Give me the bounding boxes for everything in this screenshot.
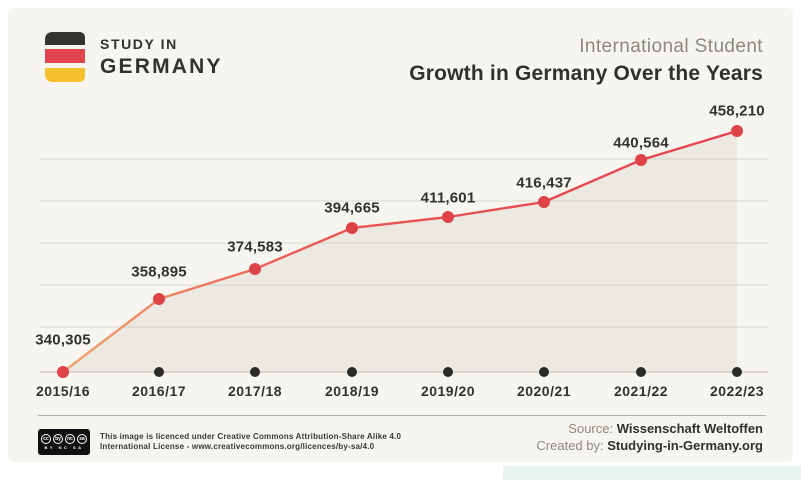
x-axis-label: 2019/20 bbox=[420, 383, 476, 399]
data-point-2016-17 bbox=[153, 293, 165, 305]
license-text: This image is licenced under Creative Co… bbox=[100, 432, 401, 452]
chart-title-line2: Growth in Germany Over the Years bbox=[409, 62, 763, 85]
data-point-2022-23 bbox=[731, 125, 743, 137]
license-line2: International License - www.creativecomm… bbox=[100, 442, 375, 451]
value-label: 358,895 bbox=[131, 263, 187, 281]
data-point-2021-22 bbox=[635, 154, 647, 166]
value-label: 440,564 bbox=[613, 134, 669, 152]
license-line1: This image is licenced under Creative Co… bbox=[100, 432, 402, 441]
creative-commons-badge: cc by nc sa BY NC SA bbox=[38, 429, 90, 455]
value-label: 411,601 bbox=[420, 189, 476, 207]
data-point-2019-20 bbox=[442, 211, 454, 223]
german-flag-icon bbox=[45, 32, 85, 82]
credits: Source: Wissenschaft Weltoffen Created b… bbox=[536, 420, 763, 454]
data-point-2020-21 bbox=[538, 196, 550, 208]
line-chart: 340,305 2015/16 358,895 2016/17 374,583 2017/… bbox=[8, 8, 793, 462]
data-point-2015-16 bbox=[57, 366, 69, 378]
chart-title: International Student Growth in Germany … bbox=[409, 36, 763, 86]
source-value: Wissenschaft Weltoffen bbox=[616, 421, 763, 436]
source-label: Source: bbox=[568, 421, 617, 436]
value-label: 458,210 bbox=[709, 102, 765, 120]
value-label: 340,305 bbox=[35, 331, 91, 349]
infographic-card: STUDY IN GERMANY International Student G… bbox=[8, 8, 793, 462]
data-point-2017-18 bbox=[249, 263, 261, 275]
x-axis-label: 2022/23 bbox=[709, 383, 765, 399]
value-label: 416,437 bbox=[516, 174, 572, 192]
footer-divider bbox=[38, 415, 766, 416]
x-axis-label: 2021/22 bbox=[613, 383, 669, 399]
cc-icons-row: cc by nc sa bbox=[41, 434, 87, 444]
value-label: 374,583 bbox=[227, 238, 283, 256]
chart-title-line1: International Student bbox=[579, 36, 763, 57]
x-axis-label: 2017/18 bbox=[227, 383, 283, 399]
created-by-label: Created by: bbox=[536, 438, 608, 453]
line-chart-canvas bbox=[40, 125, 768, 378]
logo-line1: STUDY IN bbox=[100, 35, 178, 52]
study-in-germany-logo: STUDY IN GERMANY bbox=[45, 32, 223, 82]
source-line: Source: Wissenschaft Weltoffen bbox=[536, 420, 763, 437]
cc-sub-label: BY NC SA bbox=[44, 445, 84, 450]
cc-sa-icon: sa bbox=[77, 434, 87, 444]
cc-by-icon: by bbox=[53, 434, 63, 444]
x-axis-label: 2016/17 bbox=[131, 383, 187, 399]
x-axis-label: 2018/19 bbox=[324, 383, 380, 399]
bottom-highlight-bar bbox=[503, 466, 801, 480]
x-axis-label: 2020/21 bbox=[516, 383, 572, 399]
created-by-value: Studying-in-Germany.org bbox=[607, 438, 763, 453]
logo-line2: GERMANY bbox=[100, 54, 223, 78]
data-point-2018-19 bbox=[346, 222, 358, 234]
value-label: 394,665 bbox=[324, 199, 380, 217]
x-axis-label: 2015/16 bbox=[35, 383, 91, 399]
created-by-line: Created by: Studying-in-Germany.org bbox=[536, 437, 763, 454]
cc-nc-icon: nc bbox=[65, 434, 75, 444]
cc-cc-icon: cc bbox=[41, 434, 51, 444]
logo-text: STUDY IN GERMANY bbox=[100, 36, 223, 79]
